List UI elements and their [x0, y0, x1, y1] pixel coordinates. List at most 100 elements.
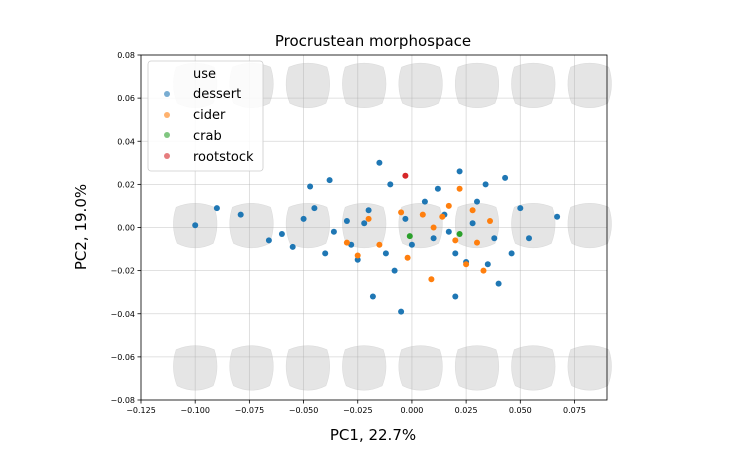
point-dessert — [361, 220, 368, 227]
point-rootstock — [402, 172, 409, 179]
point-cider — [480, 267, 487, 274]
y-axis: −0.08 −0.06 −0.04 −0.02 0.00 0.02 0.04 0.06 0.08 — [110, 51, 141, 405]
y-tick-label: 0.04 — [117, 137, 135, 146]
x-tick-label: 0.050 — [509, 406, 532, 415]
point-dessert — [237, 211, 244, 218]
background-shape-r0-c7 — [567, 62, 612, 108]
y-tick-label: 0.08 — [117, 51, 135, 60]
point-cider — [419, 211, 426, 218]
point-cider — [430, 224, 437, 231]
background-shape-r0-c5 — [454, 62, 500, 108]
point-cider — [487, 218, 493, 224]
point-cider — [469, 207, 476, 214]
legend: use dessert cider crab rootstock — [147, 60, 264, 172]
point-dessert — [408, 241, 415, 248]
point-cider — [343, 239, 350, 246]
point-dessert — [452, 293, 459, 300]
background-shape-r0-c4 — [398, 62, 443, 108]
background-shape-r1-c7 — [567, 203, 612, 249]
scatter-points — [192, 159, 561, 315]
point-cider — [439, 213, 446, 220]
point-dessert — [495, 280, 502, 287]
legend-marker-dessert — [164, 91, 170, 97]
point-dessert — [307, 183, 314, 190]
point-dessert — [387, 181, 394, 188]
point-dessert — [456, 168, 463, 175]
point-cider — [404, 254, 411, 261]
point-dessert — [469, 220, 476, 227]
legend-label-dessert: dessert — [193, 87, 241, 102]
point-dessert — [398, 308, 405, 315]
legend-title: use — [193, 67, 216, 82]
point-dessert — [484, 261, 491, 268]
point-dessert — [482, 181, 489, 188]
x-tick-label: −0.050 — [289, 406, 319, 415]
background-shape-r2-c3 — [342, 345, 387, 391]
point-cider — [365, 215, 372, 222]
x-tick-label: −0.025 — [343, 406, 373, 415]
point-dessert — [213, 205, 220, 212]
background-shape-r2-c1 — [229, 345, 274, 391]
point-cider — [474, 239, 480, 246]
point-dessert — [311, 205, 318, 212]
background-shape-r2-c6 — [511, 345, 556, 391]
legend-marker-cider — [164, 112, 170, 118]
legend-marker-crab — [164, 132, 170, 138]
x-tick-label: −0.125 — [126, 406, 156, 415]
y-tick-label: 0.02 — [117, 180, 135, 189]
x-axis: −0.125 −0.100 −0.075 −0.050 −0.025 0.000 0.025… — [126, 400, 586, 415]
background-shape-r2-c2 — [285, 345, 330, 391]
x-tick-label: 0.000 — [400, 406, 423, 415]
point-dessert — [326, 177, 333, 184]
x-axis-title: PC1, 22.7% — [330, 426, 416, 444]
point-dessert — [508, 250, 515, 257]
x-tick-label: 0.075 — [563, 406, 586, 415]
legend-marker-rootstock — [164, 153, 170, 159]
point-dessert — [391, 267, 398, 274]
point-dessert — [491, 235, 498, 242]
point-dessert — [382, 250, 389, 257]
point-dessert — [365, 207, 372, 214]
point-dessert — [452, 250, 459, 257]
background-shape-r1-c6 — [511, 203, 556, 249]
x-tick-label: −0.075 — [235, 406, 265, 415]
point-dessert — [265, 237, 272, 244]
y-axis-title: PC2, 19.0% — [72, 184, 90, 270]
point-cider — [354, 252, 361, 259]
point-crab — [406, 233, 413, 240]
y-tick-label: −0.08 — [110, 396, 135, 405]
legend-label-rootstock: rootstock — [193, 150, 254, 165]
y-tick-label: −0.02 — [110, 267, 135, 276]
point-dessert — [474, 198, 480, 205]
background-shape-r0-c3 — [342, 62, 387, 108]
point-dessert — [430, 235, 437, 242]
legend-label-crab: crab — [193, 129, 222, 144]
point-dessert — [354, 256, 361, 263]
point-dessert — [369, 293, 376, 300]
point-cider — [428, 276, 435, 283]
point-crab — [456, 231, 463, 237]
point-dessert — [445, 228, 452, 235]
y-tick-label: −0.04 — [110, 310, 135, 319]
x-tick-label: 0.025 — [455, 406, 478, 415]
x-tick-label: −0.100 — [180, 406, 210, 415]
point-dessert — [343, 218, 350, 224]
legend-box — [147, 60, 264, 172]
point-dessert — [330, 228, 337, 235]
y-tick-label: −0.06 — [110, 353, 135, 362]
chart-title: Procrustean morphospace — [275, 32, 471, 50]
background-shape-r0-c2 — [285, 62, 330, 108]
background-shape-r1-c2 — [285, 203, 330, 249]
y-tick-label: 0.00 — [117, 224, 135, 233]
point-cider — [456, 185, 463, 192]
point-dessert — [434, 185, 441, 192]
point-dessert — [554, 213, 561, 220]
point-cider — [452, 237, 459, 244]
point-dessert — [517, 205, 524, 212]
point-cider — [376, 241, 383, 248]
point-dessert — [278, 231, 285, 237]
background-shape-r0-c6 — [511, 62, 556, 108]
point-dessert — [526, 235, 532, 242]
point-cider — [398, 209, 405, 216]
